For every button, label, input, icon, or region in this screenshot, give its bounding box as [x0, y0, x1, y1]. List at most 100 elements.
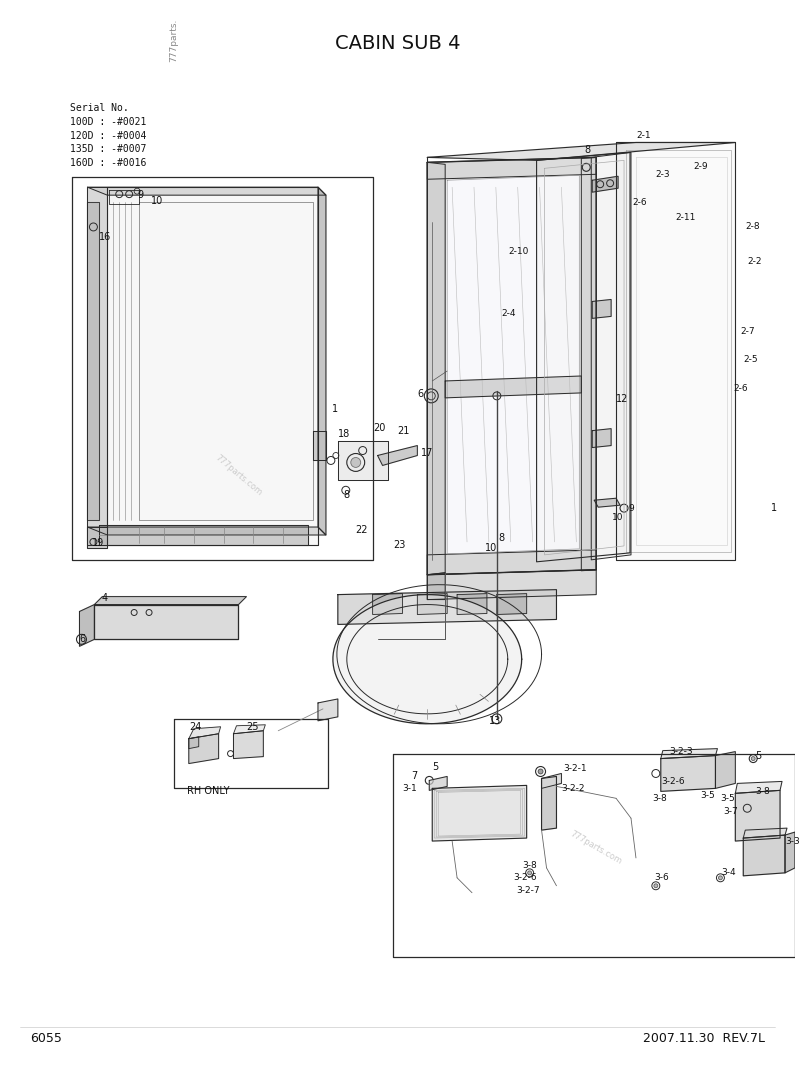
Text: 2-6: 2-6: [734, 384, 748, 394]
Text: 3-8: 3-8: [522, 861, 538, 871]
Text: 2-8: 2-8: [746, 222, 760, 232]
Text: 23: 23: [394, 540, 406, 550]
Text: 100D : -#0021: 100D : -#0021: [70, 116, 146, 127]
Text: 3-2-6: 3-2-6: [514, 873, 538, 882]
Polygon shape: [430, 777, 447, 791]
Polygon shape: [735, 781, 782, 794]
Polygon shape: [594, 498, 620, 507]
Polygon shape: [87, 202, 99, 520]
Circle shape: [350, 458, 361, 467]
Polygon shape: [234, 731, 263, 759]
Polygon shape: [427, 158, 596, 575]
Polygon shape: [427, 550, 596, 575]
Text: 16: 16: [99, 232, 112, 242]
Circle shape: [528, 871, 532, 875]
Polygon shape: [537, 153, 630, 562]
Text: 3-2-6: 3-2-6: [661, 777, 685, 786]
Text: 6: 6: [79, 634, 86, 644]
Polygon shape: [497, 593, 526, 615]
Polygon shape: [542, 777, 557, 830]
Text: 3-6: 3-6: [654, 873, 669, 882]
Polygon shape: [427, 158, 596, 179]
Polygon shape: [87, 187, 326, 195]
Text: 8: 8: [499, 534, 505, 543]
Text: 9: 9: [628, 504, 634, 512]
Text: 3-8: 3-8: [755, 786, 770, 796]
Polygon shape: [427, 162, 445, 575]
Text: 22: 22: [356, 525, 368, 535]
Text: 10: 10: [612, 512, 624, 522]
Text: 3-7: 3-7: [723, 807, 738, 816]
Text: 2-2: 2-2: [747, 257, 762, 267]
Text: 3-2-7: 3-2-7: [517, 887, 540, 895]
Polygon shape: [661, 749, 718, 759]
Text: 3-2-3: 3-2-3: [670, 747, 694, 757]
Text: 5: 5: [432, 762, 438, 771]
Text: 2-9: 2-9: [694, 162, 708, 171]
Text: 3-4: 3-4: [722, 869, 736, 877]
Polygon shape: [318, 187, 326, 535]
Text: 777parts.com: 777parts.com: [569, 829, 624, 866]
Text: 2-7: 2-7: [740, 327, 755, 336]
Circle shape: [751, 757, 755, 761]
Polygon shape: [661, 755, 715, 792]
Polygon shape: [715, 751, 735, 789]
Text: 20: 20: [374, 423, 386, 433]
Text: 24: 24: [189, 721, 201, 732]
Text: 2-10: 2-10: [509, 248, 529, 256]
Polygon shape: [418, 593, 447, 615]
Polygon shape: [338, 441, 387, 480]
Polygon shape: [189, 727, 221, 738]
Text: 21: 21: [398, 426, 410, 435]
Text: 3-3: 3-3: [785, 837, 800, 845]
Polygon shape: [592, 429, 611, 447]
Text: 3-2-1: 3-2-1: [563, 764, 587, 773]
Text: 13: 13: [489, 716, 501, 726]
Polygon shape: [616, 143, 735, 560]
Polygon shape: [542, 774, 562, 789]
Polygon shape: [189, 736, 198, 749]
Polygon shape: [333, 594, 522, 723]
Text: 7: 7: [411, 771, 418, 781]
Text: 12: 12: [616, 394, 629, 403]
Polygon shape: [785, 832, 795, 873]
Polygon shape: [735, 791, 780, 841]
Text: 10: 10: [485, 543, 497, 553]
Text: CABIN SUB 4: CABIN SUB 4: [334, 34, 460, 52]
Text: 2-5: 2-5: [743, 354, 758, 364]
Polygon shape: [592, 300, 611, 318]
Circle shape: [718, 876, 722, 880]
Text: 160D : -#0016: 160D : -#0016: [70, 158, 146, 169]
Polygon shape: [107, 187, 318, 545]
Text: 9: 9: [137, 190, 143, 201]
Text: 4: 4: [102, 592, 107, 603]
Text: 8: 8: [344, 490, 350, 500]
Text: RH ONLY: RH ONLY: [187, 786, 230, 796]
Text: 6: 6: [418, 388, 423, 399]
Polygon shape: [447, 175, 579, 554]
Circle shape: [538, 769, 543, 774]
Text: 2-3: 2-3: [656, 170, 670, 179]
Polygon shape: [318, 699, 338, 721]
Text: 135D : -#0007: 135D : -#0007: [70, 144, 146, 155]
Text: 3-1: 3-1: [402, 784, 417, 793]
Text: 2-6: 2-6: [632, 197, 646, 207]
Text: Serial No.: Serial No.: [70, 102, 128, 113]
Text: 18: 18: [338, 429, 350, 439]
Polygon shape: [94, 605, 238, 639]
Polygon shape: [432, 785, 526, 841]
Polygon shape: [445, 376, 582, 398]
Polygon shape: [427, 573, 445, 600]
Polygon shape: [338, 590, 557, 624]
Text: 1: 1: [332, 403, 338, 414]
Text: 19: 19: [93, 538, 105, 548]
Text: 3-2-2: 3-2-2: [562, 784, 585, 793]
Polygon shape: [743, 828, 787, 838]
Polygon shape: [99, 525, 308, 545]
Polygon shape: [582, 158, 596, 571]
Circle shape: [654, 883, 658, 888]
Polygon shape: [743, 835, 785, 876]
Text: 1: 1: [771, 504, 778, 513]
Polygon shape: [592, 176, 618, 192]
Text: 2-1: 2-1: [636, 131, 650, 140]
